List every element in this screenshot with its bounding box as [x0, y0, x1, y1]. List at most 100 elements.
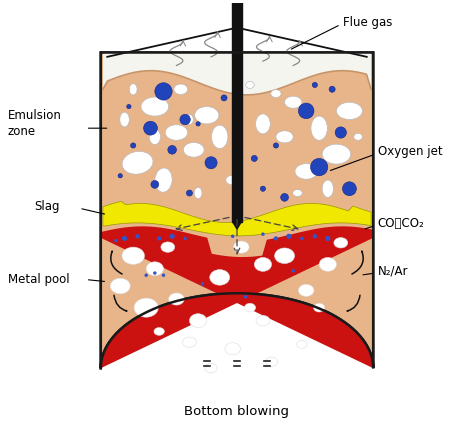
Polygon shape	[101, 226, 373, 368]
Circle shape	[244, 295, 247, 299]
Ellipse shape	[322, 180, 333, 198]
FancyArrowPatch shape	[114, 295, 127, 311]
Ellipse shape	[297, 340, 307, 348]
Ellipse shape	[168, 145, 176, 154]
Ellipse shape	[120, 112, 129, 127]
Ellipse shape	[335, 127, 346, 138]
Ellipse shape	[273, 143, 279, 148]
Ellipse shape	[293, 190, 302, 197]
Ellipse shape	[183, 142, 204, 157]
Ellipse shape	[334, 237, 348, 248]
Ellipse shape	[271, 90, 281, 98]
Ellipse shape	[284, 96, 302, 108]
Ellipse shape	[155, 168, 172, 192]
Ellipse shape	[205, 364, 217, 373]
Text: Slag: Slag	[34, 200, 59, 212]
Ellipse shape	[254, 258, 272, 271]
Circle shape	[201, 282, 204, 286]
Ellipse shape	[246, 81, 254, 88]
Circle shape	[157, 236, 161, 240]
Circle shape	[145, 273, 148, 277]
Circle shape	[274, 236, 278, 240]
Ellipse shape	[234, 241, 249, 253]
Ellipse shape	[205, 157, 217, 169]
Ellipse shape	[155, 83, 172, 100]
FancyArrowPatch shape	[111, 251, 122, 274]
Ellipse shape	[122, 247, 145, 265]
Ellipse shape	[195, 106, 219, 124]
Ellipse shape	[343, 182, 356, 196]
Circle shape	[300, 237, 303, 240]
Ellipse shape	[180, 114, 190, 125]
Ellipse shape	[134, 298, 158, 317]
Circle shape	[122, 236, 127, 241]
Ellipse shape	[110, 278, 130, 294]
Ellipse shape	[146, 262, 164, 276]
Polygon shape	[232, 223, 242, 230]
Ellipse shape	[255, 114, 270, 134]
Ellipse shape	[245, 304, 255, 312]
Ellipse shape	[311, 116, 328, 140]
Polygon shape	[103, 201, 371, 236]
Polygon shape	[101, 53, 373, 368]
Ellipse shape	[151, 180, 159, 188]
Ellipse shape	[260, 186, 265, 191]
Ellipse shape	[210, 270, 229, 285]
Circle shape	[231, 235, 235, 238]
Circle shape	[292, 269, 295, 272]
Ellipse shape	[154, 328, 164, 336]
Circle shape	[325, 236, 330, 241]
Text: N₂/Ar: N₂/Ar	[378, 265, 408, 277]
Ellipse shape	[127, 104, 131, 109]
Ellipse shape	[129, 84, 137, 95]
Ellipse shape	[312, 82, 318, 88]
Ellipse shape	[337, 102, 363, 120]
Circle shape	[261, 233, 264, 236]
Ellipse shape	[185, 114, 193, 125]
Circle shape	[136, 234, 140, 238]
Circle shape	[153, 271, 156, 275]
Ellipse shape	[265, 357, 278, 367]
Text: Flue gas: Flue gas	[343, 16, 392, 29]
Circle shape	[162, 273, 165, 277]
Ellipse shape	[131, 143, 136, 148]
Ellipse shape	[295, 164, 318, 179]
Ellipse shape	[310, 159, 328, 176]
Circle shape	[286, 234, 292, 239]
Ellipse shape	[165, 125, 188, 140]
Ellipse shape	[149, 129, 161, 145]
Ellipse shape	[225, 343, 240, 355]
Ellipse shape	[354, 134, 363, 140]
Ellipse shape	[274, 248, 294, 264]
Text: Bottom blowing: Bottom blowing	[184, 405, 290, 418]
Ellipse shape	[122, 152, 153, 174]
Text: Oxygen jet: Oxygen jet	[378, 145, 442, 159]
Ellipse shape	[118, 173, 122, 178]
Ellipse shape	[196, 122, 200, 126]
Circle shape	[313, 234, 317, 238]
Ellipse shape	[299, 284, 314, 297]
Ellipse shape	[190, 314, 207, 328]
Ellipse shape	[186, 190, 192, 196]
Circle shape	[183, 237, 187, 240]
Ellipse shape	[194, 187, 202, 199]
FancyArrowPatch shape	[352, 251, 363, 274]
Ellipse shape	[329, 86, 335, 92]
Ellipse shape	[299, 103, 314, 119]
Ellipse shape	[211, 125, 228, 148]
Text: CO、CO₂: CO、CO₂	[378, 217, 424, 230]
Ellipse shape	[281, 194, 289, 201]
Ellipse shape	[276, 131, 293, 143]
Ellipse shape	[256, 315, 270, 326]
Ellipse shape	[226, 175, 239, 185]
Ellipse shape	[169, 293, 184, 305]
Text: Metal pool: Metal pool	[8, 273, 69, 286]
Circle shape	[114, 239, 118, 242]
Ellipse shape	[174, 84, 188, 95]
Ellipse shape	[144, 121, 157, 135]
Text: Emulsion
zone: Emulsion zone	[8, 110, 62, 138]
Polygon shape	[103, 53, 371, 95]
Ellipse shape	[319, 258, 337, 271]
Ellipse shape	[182, 337, 196, 347]
Circle shape	[170, 234, 175, 239]
